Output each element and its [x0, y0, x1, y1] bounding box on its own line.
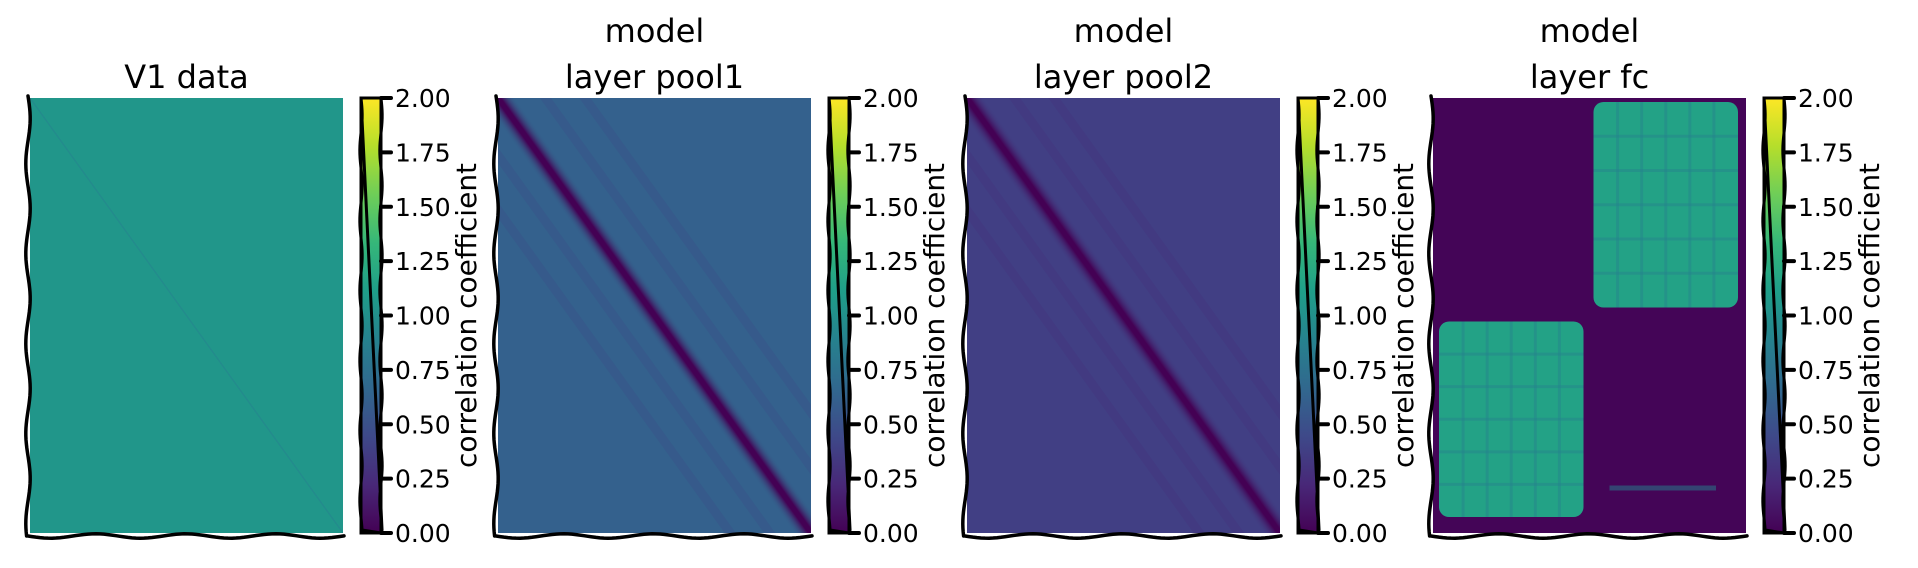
colorbar-label: correlation coefficient — [1853, 163, 1886, 468]
colorbar-tick-label: 1.25 — [1332, 247, 1388, 276]
colorbar-tick-label: 0.25 — [395, 465, 451, 494]
colorbar-tick-label: 0.50 — [395, 410, 451, 439]
chart-title-line: model — [1074, 12, 1174, 50]
colorbar-tick-label: 2.00 — [1332, 84, 1388, 113]
colorbar-tick-label: 0.00 — [1332, 519, 1388, 548]
heatmap-diagonal — [30, 98, 343, 533]
colorbar: 0.00 0.25 0.50 0.75 1.00 1.25 1.50 1.75 2.00 corr… — [1761, 84, 1886, 548]
heatmap-streak — [525, 98, 811, 514]
colorbar-tick-label: 0.00 — [863, 519, 919, 548]
axis-spine-bottom — [26, 532, 346, 540]
colorbar-tick-label: 0.50 — [1798, 410, 1854, 439]
colorbar-tick-label: 1.25 — [395, 247, 451, 276]
heatmap-streak — [498, 114, 788, 533]
heatmap-block-top-right — [1593, 102, 1738, 308]
heatmap-streak — [551, 98, 811, 495]
chart-title-line: layer pool2 — [1034, 58, 1213, 96]
axis-spine-bottom — [494, 532, 814, 540]
heatmap-diagonal — [967, 98, 1280, 533]
colorbar-tick-label: 0.75 — [1798, 356, 1854, 385]
colorbar-tick-label: 0.25 — [1798, 465, 1854, 494]
colorbar-label: correlation coefficient — [450, 163, 483, 468]
colorbar-tick-label: 1.50 — [863, 193, 919, 222]
colorbar-tick-label: 1.00 — [1798, 302, 1854, 331]
colorbar-tick-label: 1.25 — [863, 247, 919, 276]
colorbar-tick-label: 1.00 — [1332, 302, 1388, 331]
chart-title-line: model — [1540, 12, 1640, 50]
axis-spine-bottom — [963, 532, 1283, 540]
panel-1: V1 data 0.00 0.25 0.50 0.75 1.00 1.25 1.50 1.75 2… — [24, 58, 483, 548]
chart-title-line: model — [605, 12, 705, 50]
axis-spine-left — [961, 94, 969, 538]
colorbar-tick-label: 1.50 — [1798, 193, 1854, 222]
colorbar-tick-label: 0.25 — [863, 465, 919, 494]
colorbar-tick-label: 1.75 — [1332, 138, 1388, 167]
colorbar-tick-label: 0.00 — [1798, 519, 1854, 548]
heatmap — [1433, 98, 1746, 533]
panel-3: model layer pool2 0.00 0.25 0.50 0.75 1.00 1.25… — [961, 12, 1420, 548]
colorbar-tick-label: 1.50 — [1332, 193, 1388, 222]
heatmap-streak — [967, 114, 1257, 533]
colorbar: 0.00 0.25 0.50 0.75 1.00 1.25 1.50 1.75 2.00 corr… — [1295, 84, 1420, 548]
colorbar-tick-label: 0.75 — [863, 356, 919, 385]
colorbar-tick-label: 0.50 — [1332, 410, 1388, 439]
axis-spine-left — [24, 94, 32, 538]
colorbar-tick-label: 1.75 — [1798, 138, 1854, 167]
chart-title-line: layer fc — [1530, 58, 1649, 96]
colorbar-tick-label: 0.00 — [395, 519, 451, 548]
colorbar-tick-label: 0.25 — [1332, 465, 1388, 494]
colorbar-tick-label: 2.00 — [1798, 84, 1854, 113]
panel-2: model layer pool1 0.00 0.25 0.50 0.75 1.00 1.25… — [492, 12, 951, 548]
colorbar-tick-label: 1.00 — [863, 302, 919, 331]
heatmap — [30, 98, 343, 533]
colorbar-tick-label: 0.75 — [1332, 356, 1388, 385]
heatmap-diagonal — [498, 98, 811, 533]
axis-spine-bottom — [1429, 532, 1749, 540]
colorbar-tick-label: 1.75 — [863, 138, 919, 167]
axis-spine-left — [492, 94, 500, 538]
heatmap — [498, 98, 811, 533]
heatmap-streak — [498, 133, 762, 533]
colorbar-label: correlation coefficient — [918, 163, 951, 468]
colorbar: 0.00 0.25 0.50 0.75 1.00 1.25 1.50 1.75 2.00 corr… — [826, 84, 951, 548]
colorbar-tick-label: 0.75 — [395, 356, 451, 385]
colorbar-label: correlation coefficient — [1387, 163, 1420, 468]
heatmap-block-bottom-left — [1439, 321, 1584, 517]
colorbar-tick-label: 1.25 — [1798, 247, 1854, 276]
colorbar-tick-label: 1.00 — [395, 302, 451, 331]
chart-title-line: V1 data — [124, 58, 249, 96]
colorbar-tick-label: 1.75 — [395, 138, 451, 167]
colorbar: 0.00 0.25 0.50 0.75 1.00 1.25 1.50 1.75 2.00 corr… — [358, 84, 483, 548]
heatmap-streak — [994, 98, 1280, 514]
panel-4: model layer fc 0.00 0.25 0.50 0.75 1.00 1.25 1.5… — [1427, 12, 1886, 548]
colorbar-tick-label: 2.00 — [863, 84, 919, 113]
heatmap — [967, 98, 1280, 533]
heatmap-streak — [1020, 98, 1280, 495]
axis-spine-left — [1427, 94, 1435, 538]
colorbar-tick-label: 1.50 — [395, 193, 451, 222]
colorbar-tick-label: 2.00 — [395, 84, 451, 113]
colorbar-tick-label: 0.50 — [863, 410, 919, 439]
heatmap-streak — [967, 133, 1231, 533]
chart-title-line: layer pool1 — [565, 58, 744, 96]
